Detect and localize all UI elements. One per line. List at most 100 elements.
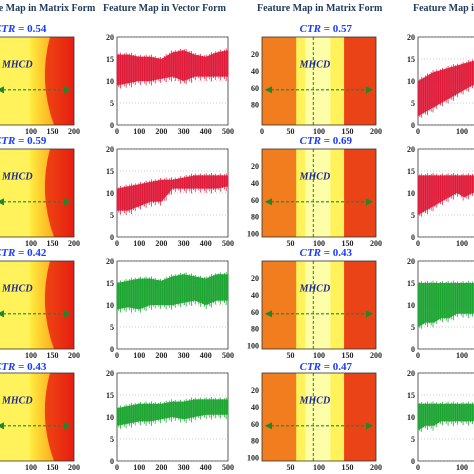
ctr-label: CTR = 0.43 — [0, 361, 47, 373]
x-tick-label: 100 — [456, 127, 468, 136]
x-tick-label: 150 — [342, 463, 354, 472]
heatmap-panel-r1-right-matrix: MHCD CTR = 0.57 0 50 100 150 200 20 40 60 80 — [251, 23, 382, 136]
x-tick-label: 500 — [222, 463, 234, 472]
y-tick-label: 60 — [251, 84, 259, 93]
x-tick-label: 150 — [47, 463, 59, 472]
heatmap-panel-r3-right-matrix: MHCD CTR = 0.43 50 100 150 200 20 40 60 80 100 — [247, 247, 382, 360]
x-tick-label: 50 — [287, 127, 295, 136]
x-tick-label: 500 — [222, 239, 234, 248]
ctr-label: CTR = 0.47 — [300, 361, 353, 373]
y-tick-label: 5 — [411, 99, 415, 108]
x-tick-label: 100 — [133, 127, 145, 136]
y-tick-label: 0 — [411, 345, 415, 354]
y-tick-label: 15 — [106, 279, 114, 288]
x-tick-label: 500 — [222, 351, 234, 360]
heatmap-frame — [0, 148, 75, 238]
heatmap-panel-r3-left-matrix: MHCD CTR = 0.42 100 150 200 — [0, 247, 80, 360]
x-tick-label: 50 — [287, 351, 295, 360]
series-spikes — [417, 280, 473, 329]
x-tick-label: 400 — [200, 351, 212, 360]
x-tick-label: 100 — [25, 239, 37, 248]
x-tick-label: 50 — [287, 463, 295, 472]
y-tick-label: 20 — [106, 33, 114, 42]
y-tick-label: 5 — [411, 435, 415, 444]
x-tick-label: 0 — [115, 127, 119, 136]
mhcd-label: MHCD — [1, 283, 33, 294]
ctr-value: = 0.57 — [321, 23, 353, 35]
mhcd-label: MHCD — [299, 283, 331, 294]
y-tick-label: 10 — [407, 413, 415, 422]
x-tick-label: 100 — [313, 127, 325, 136]
plot-frame — [116, 36, 229, 126]
x-tick-label: 0 — [115, 351, 119, 360]
y-tick-label: 20 — [106, 257, 114, 266]
y-tick-label: 20 — [106, 145, 114, 154]
x-tick-label: 50 — [287, 239, 295, 248]
series-band — [117, 50, 228, 86]
y-tick-label: 5 — [110, 435, 114, 444]
x-tick-label: 0 — [260, 127, 264, 136]
header-vector-left: Feature Map in Vector Form — [103, 3, 227, 14]
heatmap-frame — [0, 372, 75, 462]
series-spikes — [417, 173, 473, 217]
x-tick-label: 200 — [68, 463, 80, 472]
heatmap-hot-right — [344, 261, 376, 349]
series-spikes — [417, 59, 473, 118]
y-tick-label: 10 — [106, 189, 114, 198]
x-tick-label: 500 — [222, 127, 234, 136]
y-tick-label: 80 — [251, 325, 259, 334]
heatmap-edge — [44, 37, 74, 125]
x-tick-label: 100 — [133, 463, 145, 472]
x-tick-label: 300 — [178, 239, 190, 248]
x-tick-label: 0 — [416, 351, 420, 360]
x-tick-label: 150 — [47, 351, 59, 360]
y-tick-label: 40 — [251, 403, 259, 412]
heatmap-cool-center — [305, 261, 331, 349]
y-tick-label: 0 — [411, 121, 415, 130]
heatmap-frame — [261, 260, 377, 350]
y-tick-label: 5 — [110, 99, 114, 108]
x-tick-label: 150 — [47, 127, 59, 136]
x-tick-label: 200 — [155, 239, 167, 248]
x-tick-label: 200 — [370, 463, 382, 472]
y-tick-label: 20 — [407, 369, 415, 378]
heatmap-panel-r4-left-matrix: MHCD CTR = 0.43 100 150 200 — [0, 361, 80, 472]
mhcd-label: MHCD — [299, 395, 331, 406]
x-tick-label: 400 — [200, 127, 212, 136]
heatmap-frame — [261, 372, 377, 462]
y-tick-label: 15 — [106, 391, 114, 400]
mhcd-label: MHCD — [1, 59, 33, 70]
y-tick-label: 5 — [411, 211, 415, 220]
y-tick-label: 80 — [251, 101, 259, 110]
mhcd-label: MHCD — [1, 395, 33, 406]
heatmap-panel-r1-left-matrix: MHCD CTR = 0.54 100 150 200 — [0, 23, 80, 136]
x-tick-label: 150 — [342, 127, 354, 136]
y-tick-label: 20 — [251, 162, 259, 171]
ctr-value: = 0.43 — [321, 247, 353, 259]
x-tick-label: 200 — [155, 463, 167, 472]
x-tick-label: 200 — [155, 351, 167, 360]
y-tick-label: 40 — [251, 179, 259, 188]
ctr-value: = 0.54 — [15, 23, 47, 35]
x-tick-label: 100 — [456, 239, 468, 248]
x-tick-label: 100 — [313, 351, 325, 360]
x-tick-label: 200 — [68, 351, 80, 360]
heatmap-frame — [261, 36, 377, 126]
ctr-value: = 0.69 — [321, 135, 353, 147]
y-tick-label: 60 — [251, 420, 259, 429]
heatmap-frame — [0, 260, 75, 350]
y-tick-label: 15 — [106, 55, 114, 64]
x-tick-label: 150 — [342, 239, 354, 248]
header-matrix-left: Feature Map in Matrix Form — [0, 3, 96, 14]
y-tick-label: 20 — [407, 33, 415, 42]
ctr-value: = 0.59 — [15, 135, 47, 147]
x-tick-label: 100 — [456, 463, 468, 472]
ctr-label: CTR = 0.57 — [300, 23, 353, 35]
y-tick-label: 20 — [251, 274, 259, 283]
y-tick-label: 100 — [247, 230, 259, 239]
heatmap-panel-r2-left-matrix: MHCD CTR = 0.59 100 150 200 — [0, 135, 80, 248]
